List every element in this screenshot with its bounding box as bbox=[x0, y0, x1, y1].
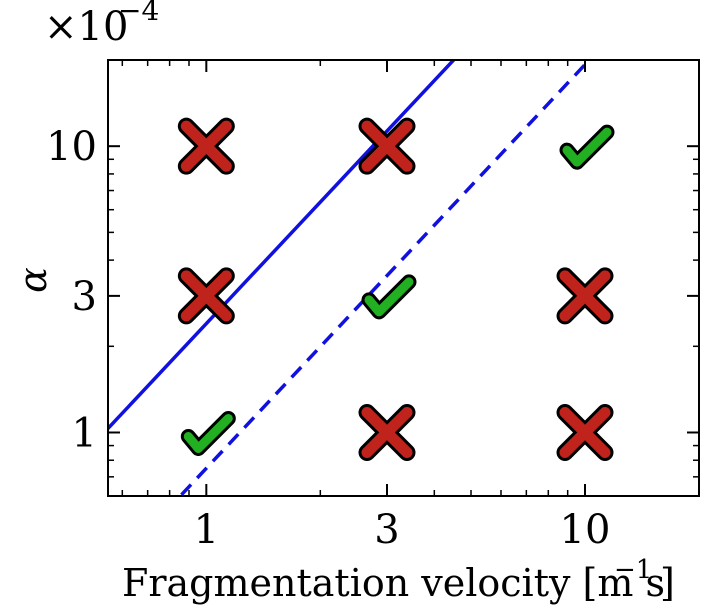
plot-frame bbox=[107, 59, 700, 497]
y-axis-label: α bbox=[11, 267, 55, 293]
check-marker bbox=[180, 410, 236, 456]
cross-marker bbox=[358, 403, 416, 461]
x-tick-label: 3 bbox=[374, 507, 399, 553]
cross-marker bbox=[556, 267, 614, 325]
marker-fill bbox=[183, 413, 233, 453]
reference-lines bbox=[108, 60, 592, 496]
marker-fill bbox=[180, 120, 232, 172]
marker-fill bbox=[180, 270, 232, 322]
markers bbox=[177, 117, 615, 461]
multiplier-base: ×10 bbox=[44, 4, 128, 50]
multiplier-label: ×10 −4 bbox=[44, 0, 159, 50]
cross-marker bbox=[177, 267, 235, 325]
x-tick-label: 1 bbox=[194, 507, 219, 553]
y-tick-label: 3 bbox=[72, 274, 97, 320]
y-tick-label: 10 bbox=[46, 124, 97, 170]
x-axis-label-close: ] bbox=[660, 561, 675, 605]
marker-fill bbox=[559, 406, 611, 458]
cross-marker bbox=[556, 403, 614, 461]
multiplier-exponent: −4 bbox=[118, 0, 159, 27]
marker-fill bbox=[361, 120, 413, 172]
check-marker bbox=[559, 124, 615, 170]
x-tick-label: 10 bbox=[560, 507, 611, 553]
x-axis-label: Fragmentation velocity [m s −1 ] bbox=[122, 555, 675, 605]
x-axis-label-text: Fragmentation velocity [m s bbox=[122, 561, 665, 605]
marker-fill bbox=[562, 127, 612, 167]
ticks: 1 3 10 1 3 10 bbox=[46, 60, 699, 553]
marker-fill bbox=[361, 406, 413, 458]
cross-marker bbox=[358, 117, 416, 175]
cross-marker bbox=[177, 117, 235, 175]
check-marker bbox=[361, 274, 417, 320]
x-axis-label-exponent: −1 bbox=[614, 555, 652, 585]
y-tick-label: 1 bbox=[72, 410, 97, 456]
marker-fill bbox=[364, 277, 414, 317]
solid-line bbox=[108, 60, 457, 431]
marker-fill bbox=[559, 270, 611, 322]
